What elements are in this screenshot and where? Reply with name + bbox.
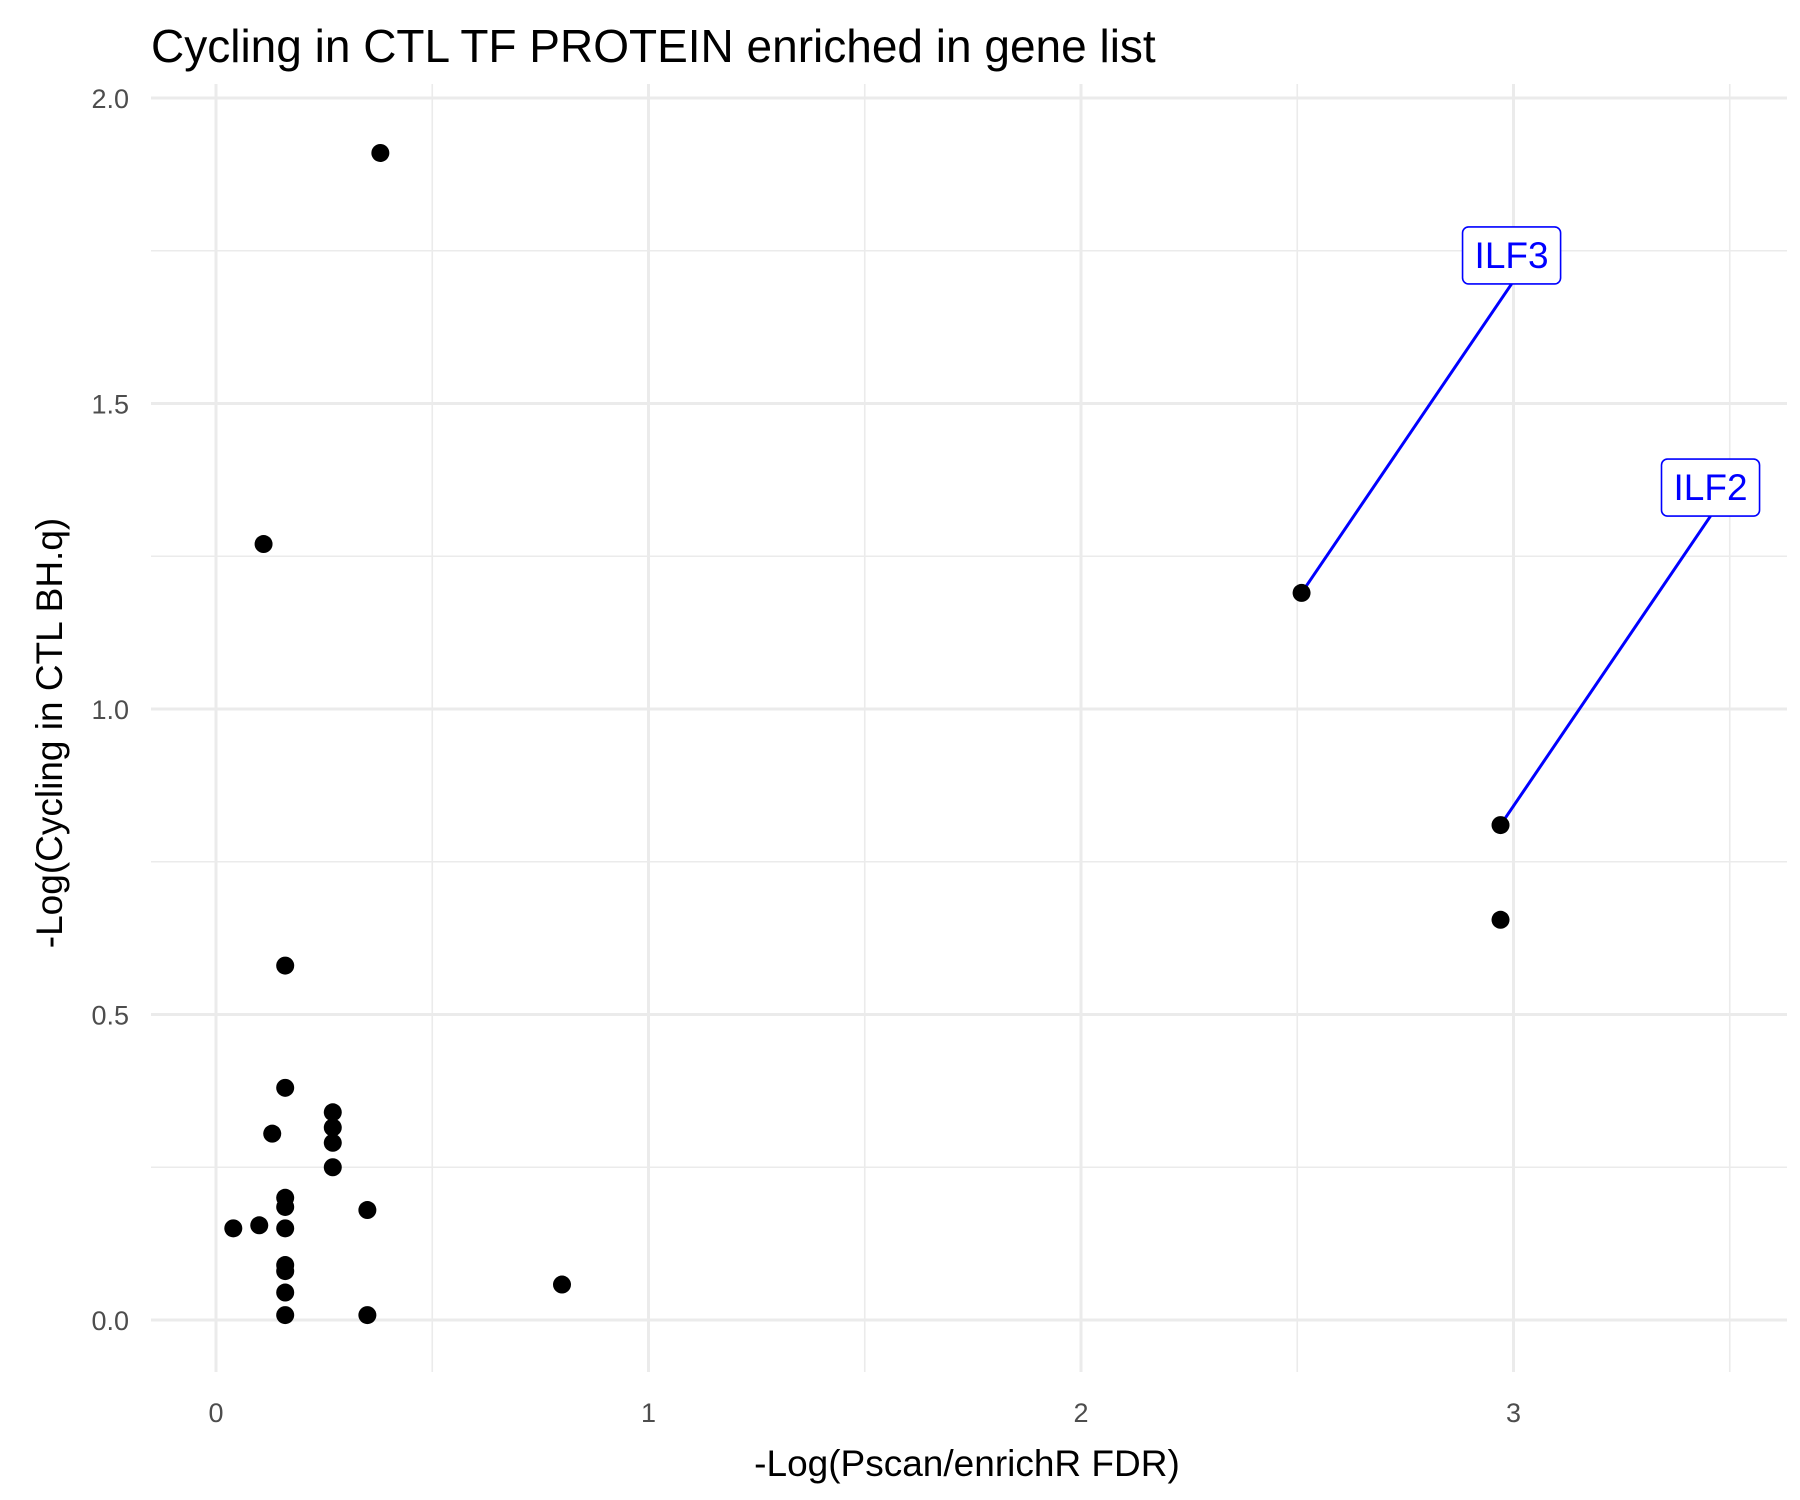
data-point <box>323 1118 342 1137</box>
data-point <box>553 1275 571 1294</box>
annotations: ILF3 ILF2 <box>1300 226 1761 826</box>
data-point <box>276 956 295 975</box>
data-point <box>250 1216 269 1235</box>
data-point <box>1292 583 1311 602</box>
point-label-box <box>1461 226 1562 285</box>
data-point <box>323 1133 342 1152</box>
x-tick-label: 2 <box>1073 1398 1088 1428</box>
data-point <box>371 143 390 162</box>
chart-title: Cycling in CTL TF PROTEIN enriched in ge… <box>151 20 1156 72</box>
x-axis-title: -Log(Pscan/enrichR FDR) <box>754 1443 1180 1484</box>
y-axis-title: -Log(Cycling in CTL BH.q) <box>29 518 70 948</box>
data-point <box>1491 816 1510 835</box>
grid <box>151 84 1787 1372</box>
data-point <box>276 1078 295 1097</box>
point-label: ILF2 <box>1660 458 1761 517</box>
data-point <box>276 1197 295 1216</box>
label-connector-line <box>1300 283 1513 594</box>
data-point <box>323 1103 342 1122</box>
axes: 0.0 0.5 1.0 1.5 2.0 0 1 2 3 <box>91 84 1521 1428</box>
x-tick-label: 1 <box>641 1398 656 1428</box>
point-label: ILF3 <box>1461 226 1562 285</box>
data-point <box>276 1283 295 1302</box>
data-point <box>323 1158 342 1177</box>
y-tick-label: 1.0 <box>91 695 129 725</box>
point-label-box <box>1660 458 1761 517</box>
y-tick-label: 1.5 <box>91 390 129 420</box>
point-label-text: ILF3 <box>1475 235 1549 276</box>
data-point <box>224 1219 243 1238</box>
data-point <box>358 1306 377 1325</box>
y-tick-label: 0.5 <box>91 1001 129 1031</box>
data-point <box>276 1306 295 1325</box>
data-point <box>254 535 273 554</box>
y-tick-label: 0.0 <box>91 1306 129 1336</box>
data-point <box>358 1201 377 1220</box>
point-label-text: ILF2 <box>1674 467 1748 508</box>
data-point <box>1491 910 1510 929</box>
data-point <box>276 1262 295 1281</box>
data-point <box>263 1124 282 1143</box>
data-points <box>224 143 1510 1325</box>
x-tick-label: 3 <box>1506 1398 1521 1428</box>
x-tick-label: 0 <box>208 1398 223 1428</box>
y-tick-label: 2.0 <box>91 84 129 114</box>
label-connector-line <box>1499 515 1712 826</box>
data-point <box>276 1219 295 1238</box>
